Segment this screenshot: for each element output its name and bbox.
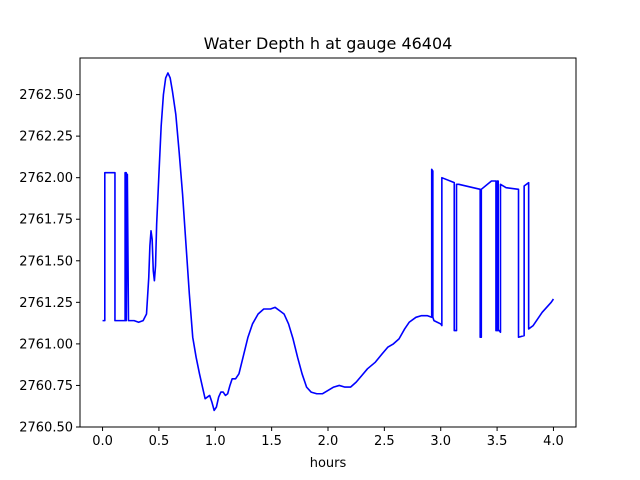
plot-area: 0.0 0.5 1.0 1.5 2.0 2.5 3.0 3.5 4.0 2760.50 2760.7… [19, 57, 577, 449]
y-tick-label: 2762.25 [19, 130, 73, 145]
x-tick-label: 2.5 [374, 434, 395, 449]
y-tick-label: 2761.00 [19, 337, 73, 352]
x-tick-label: 0.0 [92, 434, 113, 449]
x-tick-label: 0.5 [149, 434, 170, 449]
y-tick-label: 2762.00 [19, 171, 73, 186]
x-tick-label: 2.0 [318, 434, 339, 449]
x-tick-label: 4.0 [543, 434, 564, 449]
x-tick-label: 3.5 [487, 434, 508, 449]
y-tick-label: 2762.50 [19, 88, 73, 103]
chart-title: Water Depth h at gauge 46404 [204, 34, 453, 53]
y-tick-label: 2761.75 [19, 213, 73, 228]
y-tick-label: 2760.50 [19, 421, 73, 436]
x-tick-label: 1.5 [261, 434, 282, 449]
y-tick-label: 2761.25 [19, 296, 73, 311]
plot-frame [79, 57, 577, 428]
series-line-0 [102, 72, 555, 412]
y-tick-label: 2761.50 [19, 254, 73, 269]
y-tick-label: 2760.75 [19, 379, 73, 394]
x-tick-label: 3.0 [430, 434, 451, 449]
x-tick-label: 1.0 [205, 434, 226, 449]
x-axis-label: hours [310, 456, 347, 471]
